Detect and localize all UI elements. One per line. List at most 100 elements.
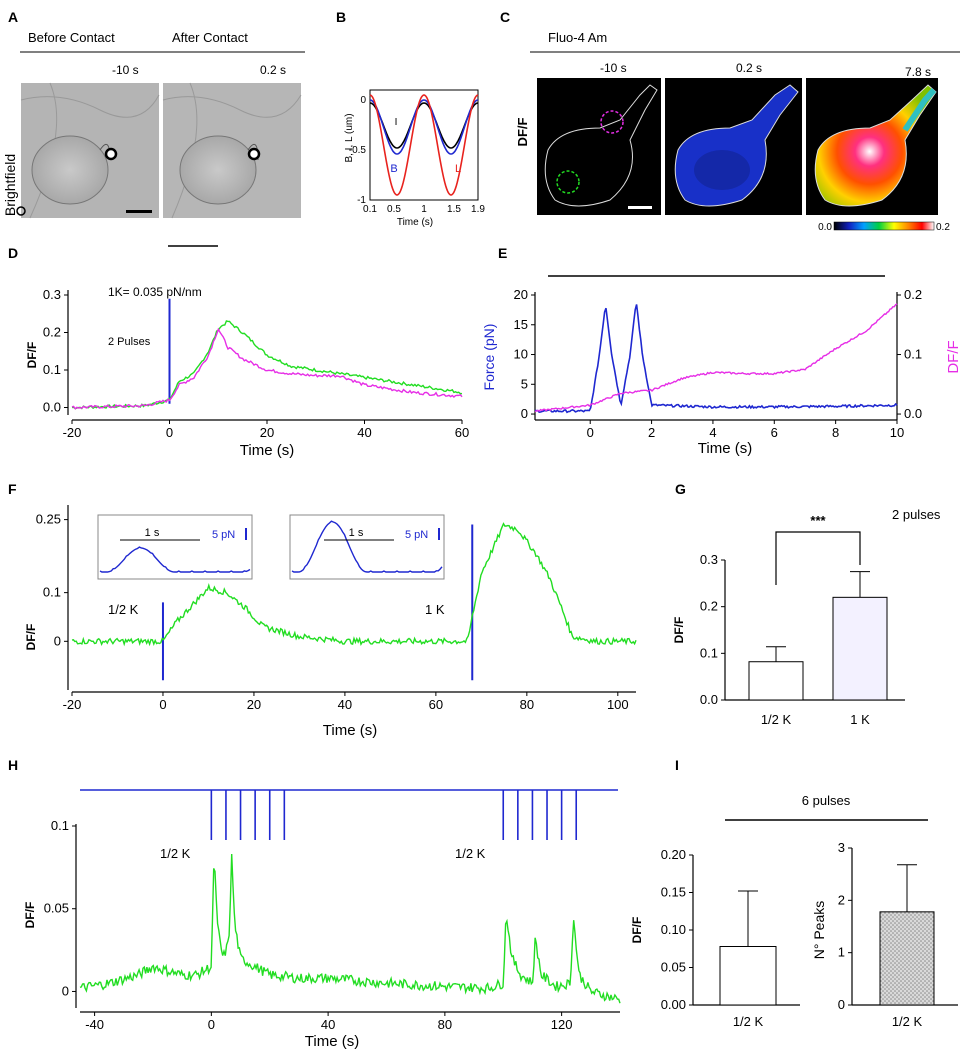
e-x-tick-label: 8	[832, 425, 839, 440]
d-series-0	[71, 320, 463, 410]
h-x-tick-label: 0	[208, 1017, 215, 1032]
e-x-tick-label: 0	[587, 425, 594, 440]
h-y-tick-label: 0.1	[51, 818, 69, 833]
header-before-contact: Before Contact	[28, 30, 115, 45]
g-title: 2 pulses	[892, 507, 941, 522]
inset-force-one-k: 1 s 5 pN	[289, 514, 445, 580]
brightfield-image-before	[16, 82, 160, 219]
panel-i: I 6 pulses 0.00 0.05 0.10 0.15 0.20 DF/F 1/2 K…	[630, 757, 958, 1029]
g-bar-0	[748, 661, 804, 701]
calcium-image-3	[806, 78, 938, 215]
i2-category-label: 1/2 K	[892, 1014, 923, 1029]
label-one-k: 1 K	[425, 602, 445, 617]
h-series-dff	[79, 853, 621, 1004]
inset-a-force-scale: 5 pN	[212, 529, 235, 541]
e-left-y-tick-label: 10	[514, 347, 528, 362]
c-row-label: DF/F	[515, 118, 530, 147]
e-right-y-tick-label: 0.0	[904, 406, 922, 421]
b-y-tick-label: -0.5	[349, 145, 367, 156]
e-right-y-tick-label: 0.1	[904, 347, 922, 362]
d-y-tick-label: 0.2	[43, 325, 61, 340]
i1-y-tick-label: 0.20	[661, 847, 686, 862]
d-x-tick-label: 60	[455, 425, 469, 440]
c-time-3: 7.8 s	[905, 65, 931, 79]
d-ylabel: DF/F	[25, 342, 39, 369]
g-category-label: 1/2 K	[761, 712, 792, 727]
colorbar-max-label: 0.2	[936, 222, 950, 233]
d-y-tick-label: 0.1	[43, 362, 61, 377]
b-series-L	[369, 94, 479, 196]
h-x-tick-label: 120	[551, 1017, 573, 1032]
g-bar-1	[832, 596, 888, 701]
e-right-y-tick-label: 0.2	[904, 287, 922, 302]
b-series-label-b: B	[390, 163, 397, 175]
f-x-tick-label: 40	[338, 697, 352, 712]
i2-y-tick-label: 1	[838, 945, 845, 960]
b-x-tick-label: 0.1	[363, 204, 377, 215]
panel-g: G 2 pulses *** 0.0 0.1 0.2 0.3 DF/F 1/2 K 1 K	[672, 481, 941, 727]
e-x-tick-label: 6	[771, 425, 778, 440]
i1-y-tick-label: 0.10	[661, 922, 686, 937]
e-series-force	[534, 304, 898, 414]
panel-c: C Fluo-4 Am -10 s 0.2 s 7.8 s DF/F 0.0 0…	[500, 9, 960, 233]
significance-stars: ***	[810, 513, 826, 528]
g-y-tick-label: 0.1	[700, 645, 718, 660]
b-ylabel: B, I, L (um)	[344, 113, 355, 162]
panel-label-b: B	[336, 9, 346, 25]
e-left-y-tick-label: 15	[514, 317, 528, 332]
b-y-tick-label: 0	[360, 95, 366, 106]
f-x-tick-label: 20	[247, 697, 261, 712]
h-label-right: 1/2 K	[455, 846, 486, 861]
b-x-tick-label: 1	[421, 204, 427, 215]
f-y-tick-label: 0.1	[43, 585, 61, 600]
i2-y-tick-label: 0	[838, 997, 845, 1012]
i1-ylabel: DF/F	[630, 917, 644, 944]
b-series-label-l: L	[455, 163, 461, 175]
dye-label: Fluo-4 Am	[548, 30, 607, 45]
b-frame	[369, 89, 479, 201]
d-x-tick-label: 20	[260, 425, 274, 440]
f-y-tick-label: 0	[54, 633, 61, 648]
e-xlabel: Time (s)	[698, 440, 752, 457]
panel-e: E 0 5 10 15 20 0.0 0.1 0.2 0 2 4 6 8 10 Force (pN) DF/F…	[481, 245, 962, 457]
b-y-tick-label: -1	[357, 195, 366, 206]
g-category-label: 1 K	[850, 712, 870, 727]
c-time-1: -10 s	[600, 61, 627, 75]
d-x-tick-label: 0	[166, 425, 173, 440]
d-xlabel: Time (s)	[240, 442, 294, 459]
inset-a-time-scale: 1 s	[145, 527, 160, 539]
panel-label-f: F	[8, 481, 17, 497]
i-title: 6 pulses	[802, 793, 851, 808]
i1-bar	[719, 946, 777, 1006]
g-ylabel: DF/F	[672, 617, 686, 644]
i2-y-tick-label: 3	[838, 840, 845, 855]
f-y-tick-label: 0.25	[36, 512, 61, 527]
i2-bar	[879, 911, 935, 1006]
h-x-tick-label: 80	[438, 1017, 452, 1032]
stiffness-annotation: 1K= 0.035 pN/nm	[108, 285, 202, 299]
row-label-brightfield: Brightfield	[2, 154, 18, 216]
h-label-left: 1/2 K	[160, 846, 191, 861]
b-series-label-i: I	[395, 117, 398, 128]
h-x-tick-label: 40	[321, 1017, 335, 1032]
e-x-tick-label: 10	[890, 425, 904, 440]
label-half-k: 1/2 K	[108, 602, 139, 617]
panel-label-i: I	[675, 757, 679, 773]
b-xlabel: Time (s)	[397, 217, 433, 228]
d-x-tick-label: 40	[357, 425, 371, 440]
e-x-tick-label: 4	[709, 425, 716, 440]
calcium-image-1	[537, 78, 661, 215]
f-x-tick-label: 0	[159, 697, 166, 712]
b-x-tick-label: 1.9	[471, 204, 485, 215]
panel-f: F 1/2 K 1 K 1 s 5 pN 1 s 5 pN 0 0.1 0.25 -2…	[8, 481, 637, 739]
e-ylabel-left: Force (pN)	[481, 324, 497, 391]
e-ylabel-right: DF/F	[945, 340, 962, 373]
panel-label-h: H	[8, 757, 18, 773]
e-series-dff	[534, 303, 898, 413]
b-x-tick-label: 0.5	[387, 204, 401, 215]
inset-b-time-scale: 1 s	[349, 527, 364, 539]
i2-ylabel: N° Peaks	[811, 901, 827, 960]
g-y-tick-label: 0.0	[700, 692, 718, 707]
i1-y-tick-label: 0.15	[661, 885, 686, 900]
c-time-2: 0.2 s	[736, 61, 762, 75]
